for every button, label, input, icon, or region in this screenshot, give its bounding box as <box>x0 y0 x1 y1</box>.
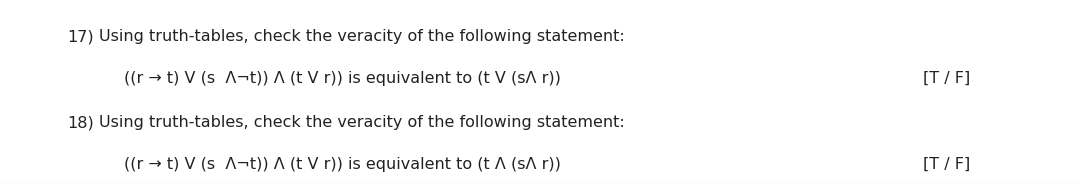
Text: [T / F]: [T / F] <box>923 71 971 86</box>
Text: [T / F]: [T / F] <box>923 157 971 172</box>
Text: 17): 17) <box>67 29 94 44</box>
Text: ((r → t) V (s  Λ¬t)) Λ (t V r)) is equivalent to (t V (sΛ r)): ((r → t) V (s Λ¬t)) Λ (t V r)) is equiva… <box>124 71 562 86</box>
Text: Using truth-tables, check the veracity of the following statement:: Using truth-tables, check the veracity o… <box>99 29 625 44</box>
Text: Using truth-tables, check the veracity of the following statement:: Using truth-tables, check the veracity o… <box>99 115 625 130</box>
Text: 18): 18) <box>67 115 94 130</box>
Text: ((r → t) V (s  Λ¬t)) Λ (t V r)) is equivalent to (t Λ (sΛ r)): ((r → t) V (s Λ¬t)) Λ (t V r)) is equiva… <box>124 157 562 172</box>
